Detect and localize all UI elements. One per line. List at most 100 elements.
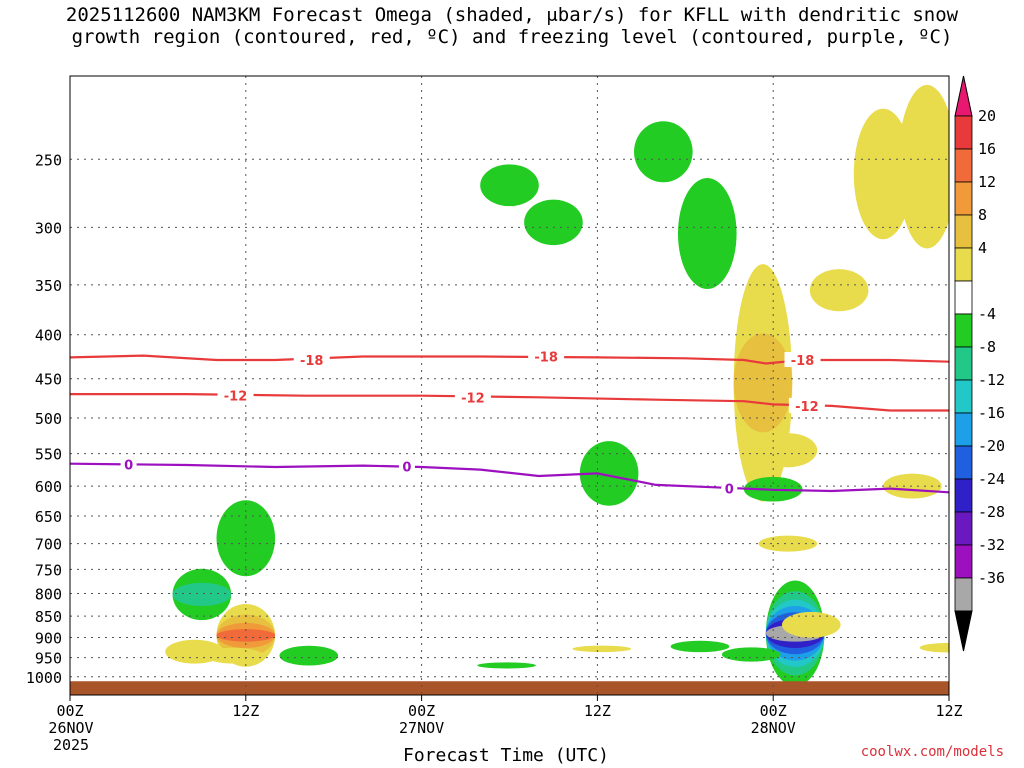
omega-blob-10-level--4 <box>579 441 639 506</box>
y-tick-450: 450 <box>35 371 62 389</box>
y-tick-550: 550 <box>35 446 62 464</box>
omega-blob-11-level-8 <box>733 333 793 433</box>
omega-blob-4-level-16 <box>216 629 276 642</box>
omega-blob-22-level--4 <box>670 640 730 653</box>
omega-blob-18-level-4 <box>758 535 818 552</box>
gridlines <box>70 76 949 695</box>
x-tick-label-24-0: 00Z <box>408 702 435 720</box>
colorbar-swatch-3 <box>954 181 973 216</box>
colorbar-top-arrow <box>954 75 973 117</box>
omega-blob-9-level--4 <box>677 178 737 290</box>
credit-text: coolwx.com/models <box>860 744 1004 760</box>
contour-label-bg-8 <box>721 480 738 496</box>
omega-blob-5-level-4 <box>204 647 264 664</box>
colorbar-swatch-6 <box>954 280 973 315</box>
colorbar-swatch-1 <box>954 115 973 150</box>
y-tick-950: 950 <box>35 650 62 668</box>
contour-label-6: 0 <box>124 458 133 473</box>
colorbar-swatch-12 <box>954 478 973 513</box>
x-axis-label: Forecast Time (UTC) <box>403 745 609 766</box>
colorbar-label--8: -8 <box>978 338 996 356</box>
y-axis-ticks: 250 300 350 400 450 500 550 600 650 700 750 800 850 9… <box>26 151 62 686</box>
x-tick-label-0-1: 26NOV <box>48 719 93 737</box>
colorbar-label-20: 20 <box>978 107 996 125</box>
plot-frame <box>69 75 950 696</box>
omega-blob-21-level-4 <box>572 645 632 653</box>
omega-shading <box>165 84 949 687</box>
contour-lines: -18 -18 -18 -12 -12 -12 0 0 0 <box>70 348 949 498</box>
x-tick-label-0-2: 2025 <box>53 736 89 754</box>
terrain-fill <box>70 681 949 695</box>
omega-blob-12-level-4 <box>809 269 869 312</box>
omega-blob-14-level-4 <box>897 84 949 249</box>
colorbar-label--36: -36 <box>978 569 1005 587</box>
x-tick-label-48-0: 00Z <box>760 702 787 720</box>
y-tick-900: 900 <box>35 629 62 647</box>
omega-blob-25-level-4 <box>781 611 841 638</box>
omega-blob-15-level-4 <box>758 433 818 468</box>
colorbar-label--12: -12 <box>978 371 1005 389</box>
contour-label-1: -18 <box>534 350 558 365</box>
colorbar-bottom-arrow <box>954 610 973 652</box>
contour-label-2: -18 <box>791 354 815 369</box>
colorbar-label--16: -16 <box>978 404 1005 422</box>
contour-label-5: -12 <box>795 400 819 415</box>
colorbar-swatch-13 <box>954 511 973 546</box>
omega-blob-16-level-4 <box>883 473 942 499</box>
colorbar-label--24: -24 <box>978 470 1005 488</box>
y-tick-850: 850 <box>35 608 62 626</box>
contour-line--12-1 <box>70 393 949 412</box>
omega-blob-20-level--4 <box>721 647 781 662</box>
contour-label-3: -12 <box>224 390 248 405</box>
colorbar: 20 16 12 8 4 -4 -8 -12 -16 -20 -24 -28 -32 -36 <box>954 75 1005 652</box>
x-tick-label-36-0: 12Z <box>584 702 611 720</box>
colorbar-label-12: 12 <box>978 173 996 191</box>
colorbar-swatch-2 <box>954 148 973 183</box>
y-tick-400: 400 <box>35 327 62 345</box>
x-tick-label-0-0: 00Z <box>56 702 83 720</box>
contour-label-bg-7 <box>398 458 415 474</box>
contour-label-bg-4 <box>454 389 491 405</box>
x-tick-label-48-1: 28NOV <box>751 719 796 737</box>
omega-blob-23-level--4 <box>477 662 536 669</box>
colorbar-swatch-14 <box>954 544 973 579</box>
colorbar-swatch-11 <box>954 445 973 480</box>
contour-label-bg-2 <box>784 352 821 368</box>
omega-blob-0-level--8 <box>172 582 232 607</box>
contour-label-bg-0 <box>293 352 330 368</box>
contour-line-0-2 <box>70 462 949 494</box>
contour-label-bg-6 <box>120 456 137 472</box>
colorbar-swatch-15 <box>954 577 973 612</box>
colorbar-swatch-9 <box>954 379 973 414</box>
contour-label-8: 0 <box>725 483 734 498</box>
colorbar-swatch-7 <box>954 313 973 348</box>
x-tick-label-60-0: 12Z <box>935 702 962 720</box>
contour-label-0: -18 <box>300 354 324 369</box>
title-line-2: growth region (contoured, red, ºC) and f… <box>71 26 953 48</box>
colorbar-label--20: -20 <box>978 437 1005 455</box>
contour-label-4: -12 <box>461 391 485 406</box>
omega-blob-6-level--4 <box>480 164 539 207</box>
contour-label-bg-5 <box>788 397 825 413</box>
y-tick-650: 650 <box>35 508 62 526</box>
colorbar-label--28: -28 <box>978 503 1005 521</box>
title-line-1: 2025112600 NAM3KM Forecast Omega (shaded… <box>65 4 959 26</box>
y-tick-350: 350 <box>35 277 62 295</box>
colorbar-swatch-8 <box>954 346 973 381</box>
y-tick-250: 250 <box>35 151 62 169</box>
chart-title: 2025112600 NAM3KM Forecast Omega (shaded… <box>0 4 1024 48</box>
contour-label-bg-1 <box>528 348 565 364</box>
colorbar-label--4: -4 <box>978 305 996 323</box>
omega-blob-2-level--4 <box>279 645 339 666</box>
colorbar-label-8: 8 <box>978 206 987 224</box>
colorbar-swatch-10 <box>954 412 973 447</box>
omega-blob-8-level--4 <box>634 121 693 183</box>
omega-blob-7-level--4 <box>524 199 583 246</box>
colorbar-swatch-5 <box>954 247 973 282</box>
colorbar-label--32: -32 <box>978 536 1005 554</box>
colorbar-swatch-4 <box>954 214 973 249</box>
colorbar-label-16: 16 <box>978 140 996 158</box>
y-tick-800: 800 <box>35 585 62 603</box>
